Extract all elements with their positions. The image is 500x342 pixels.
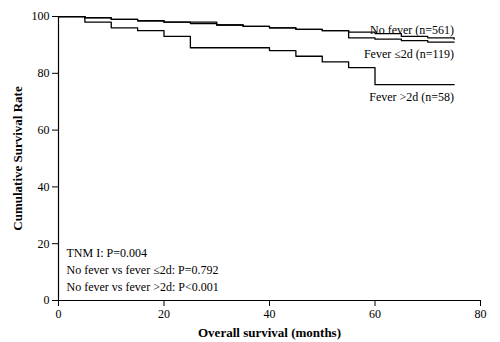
svg-text:60: 60 [369,307,381,321]
svg-text:Fever ≤2d (n=119): Fever ≤2d (n=119) [364,47,454,61]
svg-text:100: 100 [32,9,50,23]
svg-text:20: 20 [158,307,170,321]
svg-text:40: 40 [38,180,50,194]
svg-text:Overall survival (months): Overall survival (months) [198,325,341,340]
svg-text:TNM I: P=0.004: TNM I: P=0.004 [67,246,147,260]
svg-text:Fever >2d (n=58): Fever >2d (n=58) [369,90,454,104]
svg-text:80: 80 [475,307,487,321]
svg-text:0: 0 [44,293,50,307]
svg-text:No fever vs fever ≤2d: P=0.792: No fever vs fever ≤2d: P=0.792 [67,263,219,277]
svg-text:Cumulative Survival Rate: Cumulative Survival Rate [10,86,25,231]
svg-text:40: 40 [264,307,276,321]
svg-text:No fever vs fever >2d: P<0.001: No fever vs fever >2d: P<0.001 [67,280,219,294]
svg-text:60: 60 [38,123,50,137]
svg-text:0: 0 [56,307,62,321]
svg-text:No fever (n=561): No fever (n=561) [370,23,454,37]
svg-text:80: 80 [38,66,50,80]
svg-text:20: 20 [38,237,50,251]
